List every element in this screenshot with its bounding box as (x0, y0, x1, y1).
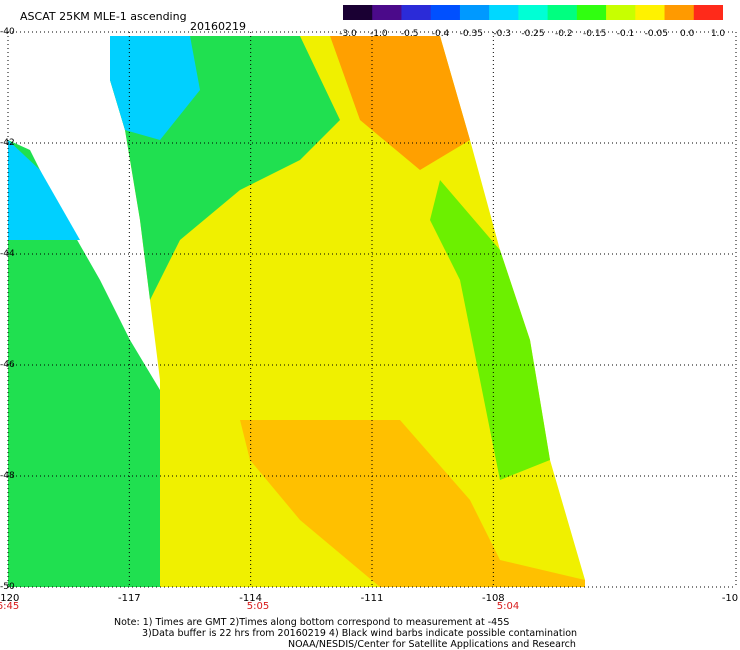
longitude-tick-label: -10 (721, 593, 739, 604)
color-scale-tick-label: -3.0 (339, 29, 357, 39)
color-scale-tick-label: 0.0 (679, 29, 695, 39)
color-scale-segment (372, 5, 402, 20)
color-scale-segment (430, 5, 461, 20)
color-scale-segment (459, 5, 490, 20)
main-swath-cyan-region (110, 36, 200, 140)
color-scale-segment (606, 5, 636, 20)
note-line-2: 3)Data buffer is 22 hrs from 20160219 4)… (142, 628, 578, 639)
color-scale-tick-label: -0.35 (459, 29, 483, 39)
color-scale-tick-label: -1.0 (370, 29, 388, 39)
color-scale-tick-label: -0.3 (493, 29, 511, 39)
color-scale-segment (401, 5, 432, 20)
color-scale-segment (635, 5, 666, 20)
product-date: 20160219 (190, 20, 246, 33)
note-line-1: Note: 1) Times are GMT 2)Times along bot… (114, 617, 510, 628)
color-scale-tick-label: 1.0 (710, 29, 726, 39)
latitude-tick-label: -50 (0, 582, 15, 592)
product-title: ASCAT 25KM MLE-1 ascending (20, 10, 187, 23)
left-swath (8, 140, 160, 587)
color-scale-segment (576, 5, 607, 20)
latitude-tick-label: -48 (0, 471, 15, 481)
longitude-tick-label: -108 (481, 593, 505, 604)
latitude-tick-label: -44 (0, 249, 15, 259)
color-scale-segment (547, 5, 578, 20)
color-scale-tick-label: -0.5 (400, 29, 419, 39)
note-line-3: NOAA/NESDIS/Center for Satellite Applica… (288, 639, 576, 650)
color-scale-segment (664, 5, 695, 20)
color-scale-segment (489, 5, 519, 20)
color-scale-tick-label: -0.15 (583, 29, 607, 39)
color-scale-tick-label: -0.25 (521, 29, 545, 39)
color-scale-tick-label: -0.2 (555, 29, 573, 39)
color-scale-segment (693, 5, 723, 20)
time-label: 5:05 (246, 601, 270, 612)
longitude-tick-label: -117 (117, 593, 141, 604)
left-swath-cyan-band (8, 140, 80, 240)
color-scale-bar (343, 5, 723, 20)
longitude-tick-label: -111 (360, 593, 384, 604)
latitude-tick-label: -46 (0, 360, 15, 370)
color-scale-tick-label: -0.05 (644, 29, 668, 39)
main-swath-orange-region (330, 36, 470, 170)
main-swath-east-green (430, 180, 550, 480)
time-label: 5:04 (496, 601, 520, 612)
color-scale-tick-label: -0.1 (616, 29, 635, 39)
main-swath-orange-south (240, 420, 585, 587)
color-scale-tick-label: -0.4 (431, 29, 450, 39)
color-scale-segment (518, 5, 549, 20)
longitude-tick-label: -120 (0, 593, 20, 604)
time-label: 6:45 (0, 601, 20, 612)
color-scale-segment (343, 5, 373, 20)
longitude-tick-label: -114 (239, 593, 263, 604)
latitude-tick-label: -40 (0, 27, 15, 37)
latitude-tick-label: -42 (0, 138, 15, 148)
